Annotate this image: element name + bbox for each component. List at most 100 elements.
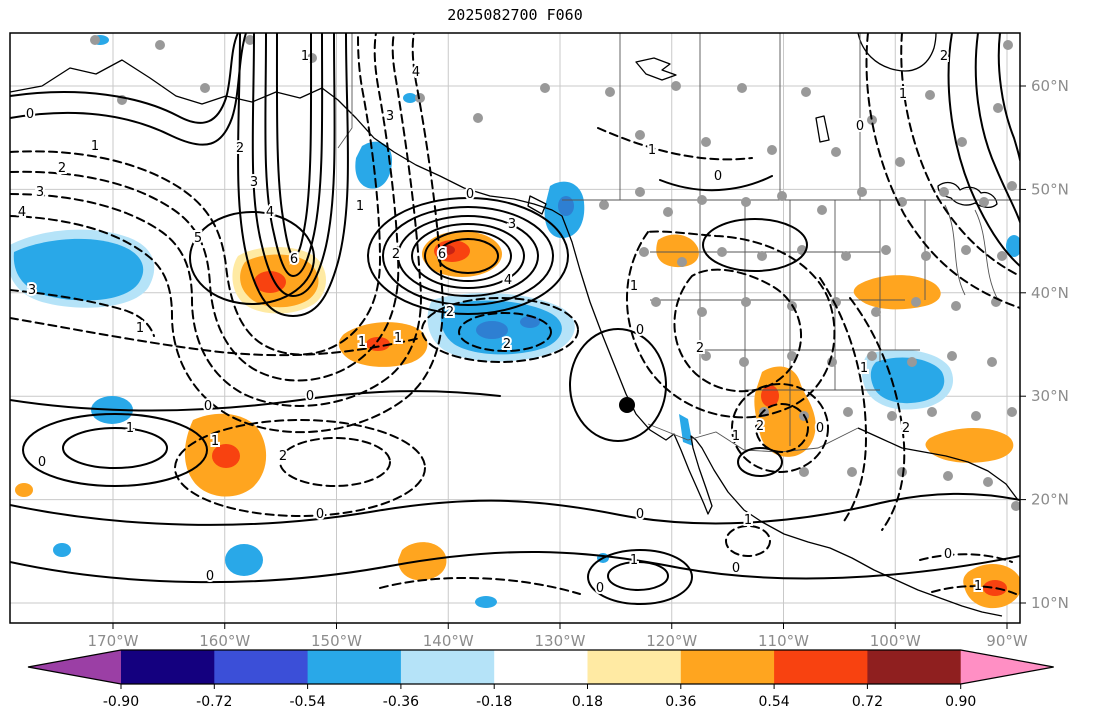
contour-label: 4 [504,273,512,288]
y-tick-label: 50°N [1031,180,1069,198]
station-dot [1007,181,1017,191]
station-dot [867,351,877,361]
station-dot [599,200,609,210]
contour-line [997,33,1020,161]
lake-winnipeg [815,115,830,143]
contour-line-dashed [10,317,421,357]
lake-great-slave [635,57,677,81]
province-borders [619,33,861,200]
y-tick-label: 10°N [1031,594,1069,612]
contour-line [275,33,313,258]
station-dot [867,115,877,125]
vancouver-island [527,195,547,215]
contour-line [237,33,349,318]
contour-line-dashed [819,277,868,525]
contour-line [251,33,336,298]
contour-label: 1 [394,331,402,346]
colorbar-tick-label: -0.72 [196,694,232,710]
colorbar-tick-label: -0.54 [289,694,325,710]
colorbar-segment [867,650,962,684]
station-dot [801,87,811,97]
contour-line-dashed [279,437,391,487]
contour-line [22,413,208,487]
contour-label: 1 [744,513,752,528]
contour-label: 1 [648,143,656,158]
contour-label: 1 [899,87,907,102]
y-tick-label: 60°N [1031,77,1069,95]
contour-label: 0 [38,455,46,470]
contour-label: 1 [301,49,309,64]
station-dot [635,187,645,197]
contour-line [702,218,808,272]
station-dot [757,251,767,261]
station-dot [663,207,673,217]
contour-label: 0 [204,399,212,414]
contour-line [10,390,501,412]
station-dot [1007,407,1017,417]
contour-label: 0 [306,389,314,404]
station-dot [957,137,967,147]
contour-label: 1 [91,139,99,154]
anomaly-orange [925,427,1014,463]
contour-label: 0 [206,569,214,584]
contour-line-dashed [10,33,444,434]
station-dot [971,411,981,421]
contour-label: 1 [126,421,134,436]
contour-label: 3 [386,109,394,124]
contour-line [10,551,1020,584]
colorbar-left-arrow [28,650,121,684]
station-dot [843,407,853,417]
colorbar-tick-label: 0.36 [665,694,696,710]
contour-label: 2 [58,161,66,176]
station-dot [911,297,921,307]
border-alaska [337,33,353,149]
contour-label: 2 [279,449,287,464]
border-us-mexico [647,423,859,453]
x-tick-label: 130°W [535,632,586,650]
contour-line [10,33,239,124]
contour-label: 4 [18,205,26,220]
contour-line-dashed [10,289,155,337]
station-dot [871,307,881,317]
contour-line [382,206,554,306]
plot-title: 2025082700 F060 [447,6,582,24]
contour-label: 4 [412,65,420,80]
contour-label: 2 [696,341,704,356]
anomaly-blue [13,238,144,301]
station-dot [1003,40,1013,50]
contour-line-dashed [900,33,1020,277]
contour-line [62,427,168,469]
station-dot [827,357,837,367]
station-dot [847,467,857,477]
contour-label: 2 [940,49,948,64]
station-dot [651,297,661,307]
contour-line [607,561,669,591]
contour-label: 5 [194,231,202,246]
contour-line-dashed [458,312,552,352]
colorbar-segment [307,650,402,684]
contour-line-dashed [865,33,1020,309]
contour-line-dashed [10,33,400,382]
station-dot [155,40,165,50]
station-dot [881,245,891,255]
colorbar-tick-label: -0.90 [103,694,139,710]
station-dot [925,90,935,100]
contour-label: 2 [392,247,400,262]
contour-label: 3 [250,175,258,190]
contour-label: 0 [26,107,34,122]
colorbar-tick-label: 0.72 [852,694,883,710]
colorbar-tick-label: 0.90 [945,694,976,710]
contour-line-dashed [919,553,1013,563]
contour-label: 1 [974,579,982,594]
anomaly-blue-core [476,321,508,339]
colorbar-tick-label: 0.18 [572,694,603,710]
contour-label: 1 [356,199,364,214]
contour-label: 3 [36,185,44,200]
station-dot [697,195,707,205]
contour-label: 3 [28,283,36,298]
contour-label: 1 [136,321,144,336]
contour-label: 1 [860,361,868,376]
x-tick-label: 150°W [311,632,362,650]
station-dot [787,351,797,361]
